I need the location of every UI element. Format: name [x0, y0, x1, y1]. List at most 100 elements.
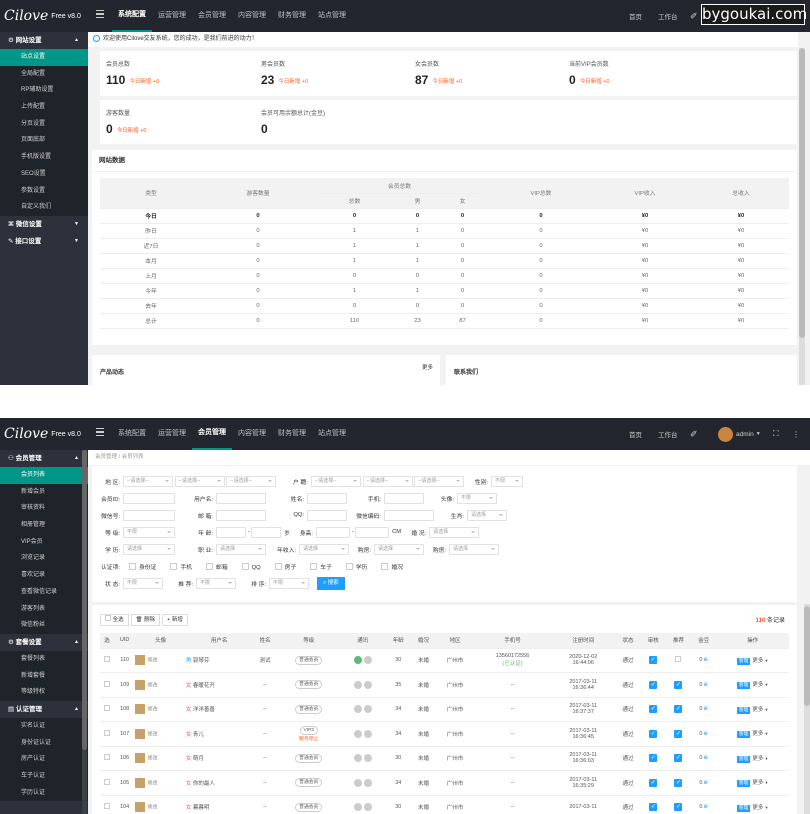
more-dropdown[interactable]: 更多	[752, 682, 764, 689]
manage-button[interactable]: 管理	[736, 657, 751, 665]
username[interactable]: 郭琴芬	[192, 658, 210, 665]
manage-button[interactable]: 管理	[736, 780, 751, 788]
wechat-input[interactable]	[123, 509, 175, 521]
sidebar-group-verification[interactable]: ▤ 认证管理 ▲	[0, 701, 88, 718]
email-input[interactable]	[216, 509, 266, 521]
delete-button[interactable]: 🗑 删除	[130, 613, 161, 626]
qq-input[interactable]	[307, 509, 347, 521]
city-select[interactable]: --请选择--	[174, 475, 225, 487]
add-coin-icon[interactable]: ⊕	[703, 706, 709, 713]
avatar[interactable]	[135, 728, 146, 739]
username[interactable]: 暮暮明	[192, 805, 210, 812]
row-checkbox[interactable]	[103, 680, 110, 687]
user-menu[interactable]: admin ▼	[718, 418, 761, 450]
sidebar-item[interactable]: 自定义我们	[0, 199, 88, 216]
verify-checkbox[interactable]	[381, 563, 389, 571]
sidebar-item[interactable]: 实名认证	[0, 717, 88, 735]
workbench-link[interactable]: 工作台	[658, 14, 678, 21]
row-checkbox[interactable]	[103, 754, 110, 761]
home-link[interactable]: 首页	[629, 14, 642, 21]
verify-checkbox[interactable]	[310, 563, 318, 571]
audit-checkbox[interactable]: ✓	[649, 680, 658, 689]
sidebar-item[interactable]: 学历认证	[0, 784, 88, 802]
sidebar-item[interactable]: 全局配置	[0, 65, 88, 83]
marriage-select[interactable]: 请选择	[429, 526, 480, 538]
menu-operations[interactable]: 运营管理	[158, 12, 186, 19]
sidebar-scrollbar[interactable]	[82, 450, 87, 814]
phone-icon[interactable]	[363, 754, 372, 763]
menu-members[interactable]: 会员管理	[192, 418, 232, 450]
avatar[interactable]	[135, 679, 146, 690]
scrollbar-thumb[interactable]	[804, 606, 810, 706]
scrollbar-thumb[interactable]	[799, 48, 805, 338]
avatar[interactable]	[135, 802, 146, 813]
more-dropdown[interactable]: 更多	[752, 755, 764, 762]
phone-icon[interactable]	[363, 680, 372, 689]
audit-checkbox[interactable]: ✓	[649, 778, 658, 787]
add-coin-icon[interactable]: ⊕	[703, 804, 709, 811]
level-select[interactable]: 不限	[123, 526, 175, 538]
username[interactable]: 洋洋善善	[192, 707, 215, 714]
sidebar-group-wechat[interactable]: ⌘ 微信设置 ▼	[0, 216, 88, 233]
phone-icon[interactable]	[363, 778, 372, 787]
phone-icon[interactable]	[363, 803, 372, 812]
more-dropdown[interactable]: 更多	[752, 804, 764, 811]
add-coin-icon[interactable]: ⊕	[703, 681, 709, 688]
menu-finance[interactable]: 财务管理	[278, 430, 306, 437]
select-all-button[interactable]: 全选	[100, 613, 129, 626]
sidebar-item[interactable]: 车子认证	[0, 768, 88, 785]
sidebar-item[interactable]: 站点设置	[0, 49, 88, 66]
add-coin-icon[interactable]: ⊕	[703, 730, 709, 737]
province-select[interactable]: --请选择--	[123, 475, 173, 487]
manage-button[interactable]: 管理	[736, 682, 751, 690]
sidebar-item[interactable]: 审核资料	[0, 500, 88, 518]
hukou-province-select[interactable]: --请选择--	[310, 475, 361, 487]
username-input[interactable]	[216, 492, 266, 504]
recommend-checkbox[interactable]: ✓	[674, 778, 683, 787]
audit-checkbox[interactable]: ✓	[649, 803, 658, 812]
recommend-checkbox[interactable]: ✓	[674, 729, 683, 738]
menu-content[interactable]: 内容管理	[238, 430, 266, 437]
sidebar-item[interactable]: 喜欢记录	[0, 567, 88, 584]
menu-system-config[interactable]: 系统配置	[112, 0, 152, 32]
home-link[interactable]: 首页	[629, 432, 642, 439]
height-min-input[interactable]	[315, 526, 350, 538]
job-select[interactable]: 请选择	[216, 543, 266, 555]
edit-avatar-link[interactable]: 修改	[147, 804, 158, 811]
recommend-checkbox[interactable]: ✓	[674, 705, 683, 714]
sidebar-group-site-settings[interactable]: ⚙ 网站设置 ▲	[0, 32, 88, 49]
wechat-icon[interactable]	[353, 705, 362, 714]
sidebar-item[interactable]: 游客列表	[0, 600, 88, 618]
recommend-checkbox[interactable]: ✓	[674, 754, 683, 763]
avatar[interactable]	[135, 704, 146, 715]
wxcode-input[interactable]	[384, 509, 434, 521]
realname-input[interactable]	[307, 492, 347, 504]
menu-toggle-icon[interactable]	[96, 428, 104, 436]
more-dropdown[interactable]: 更多	[752, 780, 764, 787]
row-checkbox[interactable]	[103, 803, 110, 810]
audit-checkbox[interactable]: ✓	[649, 705, 658, 714]
edit-avatar-link[interactable]: 修改	[147, 731, 158, 738]
phone-input[interactable]	[384, 492, 424, 504]
sidebar-item[interactable]: 新增会员	[0, 483, 88, 501]
zodiac-select[interactable]: 请选择	[467, 509, 507, 521]
phone-icon[interactable]	[363, 656, 372, 665]
sidebar-item[interactable]: 页面底部	[0, 132, 88, 150]
sidebar-item[interactable]: 参数设置	[0, 182, 88, 200]
row-checkbox[interactable]	[103, 656, 110, 663]
avatar[interactable]	[135, 655, 146, 666]
recommend-select[interactable]: 不限	[196, 577, 236, 589]
breadcrumb-members[interactable]: 会员管理	[95, 454, 118, 460]
audit-checkbox[interactable]: ✓	[649, 729, 658, 738]
more-dropdown[interactable]: 更多	[752, 657, 764, 664]
more-dropdown[interactable]: 更多	[752, 731, 764, 738]
verify-checkbox[interactable]	[170, 563, 178, 571]
wechat-icon[interactable]	[353, 754, 362, 763]
audit-checkbox[interactable]: ✓	[649, 656, 658, 665]
add-coin-icon[interactable]: ⊕	[703, 779, 709, 786]
clear-cache-icon[interactable]: ✐	[690, 10, 698, 21]
gender-select[interactable]: 不限	[491, 475, 524, 487]
sidebar-item[interactable]: 手机版设置	[0, 149, 88, 166]
edit-avatar-link[interactable]: 修改	[147, 657, 158, 664]
fullscreen-icon[interactable]: ⛶	[773, 429, 779, 438]
